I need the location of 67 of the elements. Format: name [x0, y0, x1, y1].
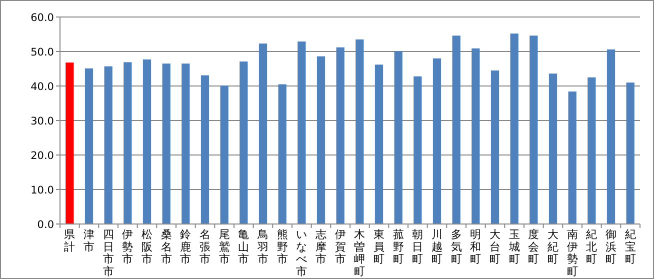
- x-tick-label: 志摩市: [316, 228, 326, 266]
- x-tick-label: 川越町: [432, 228, 442, 266]
- bar: [316, 56, 326, 224]
- x-tick-label: 木曽岬町: [354, 228, 366, 278]
- bar: [472, 48, 480, 224]
- y-tick-label: 20.0: [30, 150, 54, 162]
- bar: [548, 74, 558, 224]
- bar: [394, 51, 402, 224]
- bar: [298, 41, 306, 224]
- x-tick-label: いなべ市: [296, 228, 308, 278]
- x-tick-label: 鳥羽市: [256, 228, 268, 266]
- x-tick-label: 朝日町: [412, 228, 424, 266]
- bar: [278, 84, 286, 224]
- x-tick-label: 紀北町: [586, 228, 598, 266]
- bar: [626, 82, 634, 224]
- bar: [606, 49, 616, 224]
- bar: [104, 66, 112, 224]
- bar: [432, 58, 442, 224]
- y-tick-label: 0.0: [37, 219, 54, 231]
- bar: [588, 77, 596, 224]
- bar: [414, 76, 422, 224]
- x-tick-label: 多気町: [450, 228, 462, 266]
- bar: [510, 34, 518, 224]
- x-tick-label: 熊野市: [276, 228, 288, 266]
- x-tick-label: 鈴鹿市: [180, 228, 192, 266]
- y-tick-label: 60.0: [30, 12, 54, 24]
- bar: [182, 64, 190, 224]
- bar: [162, 64, 170, 224]
- bar: [124, 62, 132, 224]
- x-tick-label: 伊賀市: [334, 228, 346, 266]
- bar: [142, 59, 152, 224]
- y-tick-label: 50.0: [30, 46, 54, 58]
- bar: [240, 62, 248, 224]
- x-tick-label: 松阪市: [142, 228, 152, 266]
- x-tick-label: 玉城町: [508, 228, 520, 266]
- bar: [220, 86, 228, 224]
- x-tick-label: 大紀町: [548, 228, 558, 266]
- y-tick-label: 30.0: [30, 116, 54, 128]
- bar: [356, 39, 364, 224]
- x-tick-label: 大台町: [490, 228, 500, 266]
- bar: [452, 36, 460, 224]
- bar: [84, 68, 94, 224]
- y-tick-label: 40.0: [30, 81, 54, 93]
- bar: [530, 36, 538, 224]
- x-tick-label: 尾鷲市: [218, 228, 230, 266]
- x-tick-label: 四日市市: [102, 228, 114, 278]
- bar: [258, 44, 268, 224]
- bar: [568, 92, 576, 224]
- x-tick-label: 紀宝町: [624, 228, 636, 266]
- x-tick-label: 度会町: [528, 228, 540, 266]
- x-tick-label: 菰野町: [392, 228, 404, 266]
- bar: [66, 62, 74, 224]
- x-tick-label: 名張市: [200, 228, 210, 266]
- x-tick-label: 東員町: [374, 228, 384, 266]
- y-tick-label: 10.0: [30, 184, 54, 196]
- x-tick-label: 津市: [84, 228, 94, 254]
- x-tick-label: 桑名市: [160, 228, 172, 266]
- x-tick-label: 明和町: [470, 228, 482, 266]
- x-tick-label: 南伊勢町: [566, 228, 578, 278]
- bar: [374, 64, 384, 224]
- x-tick-label: 亀山市: [238, 228, 250, 266]
- x-tick-label: 御浜町: [606, 228, 616, 266]
- bar: [200, 75, 210, 224]
- x-tick-label: 県計: [64, 228, 76, 254]
- bar: [336, 47, 344, 224]
- x-tick-label: 伊勢市: [122, 228, 134, 266]
- bar: [490, 70, 500, 224]
